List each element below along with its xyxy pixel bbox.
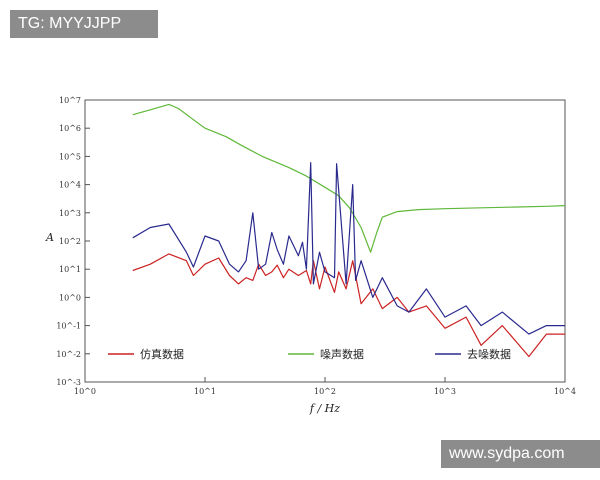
y-tick-label: 10^6 [59, 124, 81, 133]
series-line-1 [132, 253, 565, 358]
y-tick-label: 10^-3 [56, 378, 81, 387]
x-tick-label: 10^4 [554, 387, 576, 396]
watermark-bottom: www.sydpa.com [441, 440, 600, 468]
y-tick-label: 10^-2 [56, 350, 81, 359]
axis-ticks: 10^0 10^1 10^2 10^3 10^4 10^-3 10^-2 10^-1 10^0 1… [56, 96, 576, 396]
y-tick-label: 10^-1 [56, 322, 81, 331]
series-layer [132, 103, 566, 358]
y-tick-label: 10^1 [59, 265, 81, 274]
y-tick-label: 10^2 [59, 237, 81, 246]
y-tick-label: 10^7 [59, 96, 81, 105]
x-tick-label: 10^3 [434, 387, 456, 396]
y-axis-label: A [45, 231, 54, 244]
y-tick-label: 10^5 [59, 152, 81, 161]
x-tick-label: 10^0 [74, 387, 96, 396]
x-tick-label: 10^1 [194, 387, 216, 396]
x-tick-label: 10^2 [314, 387, 336, 396]
y-tick-label: 10^0 [59, 293, 81, 302]
plot-area [84, 99, 566, 383]
watermark-top: TG: MYYJJPP [10, 10, 158, 38]
legend-label: 噪声数据 [320, 347, 364, 361]
y-tick-label: 10^4 [59, 181, 81, 190]
legend: 仿真数据 噪声数据 去噪数据 [108, 347, 511, 361]
legend-label: 仿真数据 [140, 347, 184, 361]
series-line-3 [132, 162, 565, 335]
y-tick-label: 10^3 [59, 209, 81, 218]
legend-label: 去噪数据 [467, 347, 511, 361]
x-axis-label: f / Hz [309, 402, 340, 415]
